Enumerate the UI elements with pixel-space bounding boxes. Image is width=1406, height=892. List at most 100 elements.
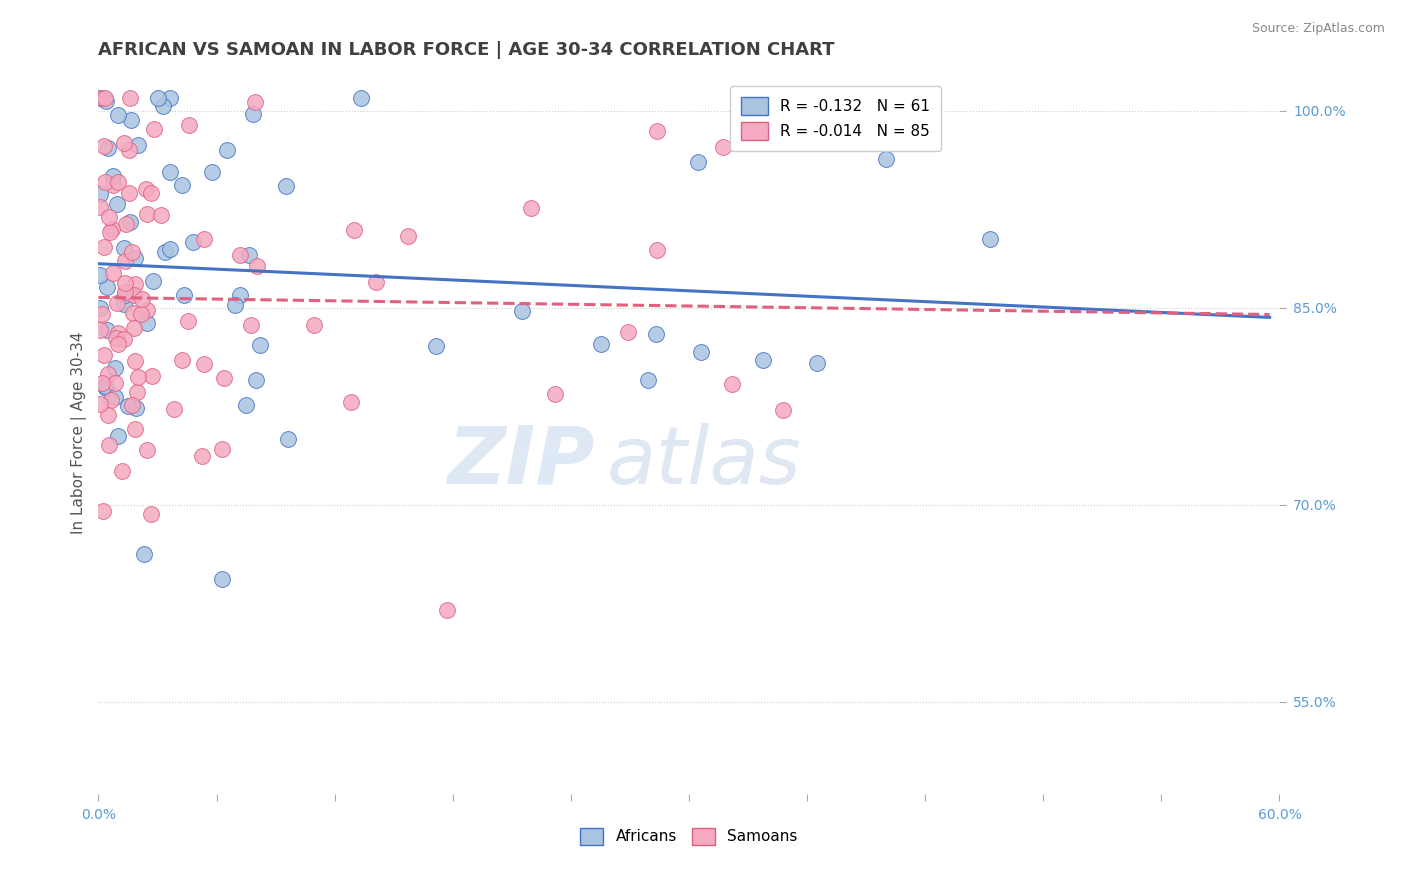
Point <box>124 277 146 292</box>
Point <box>135 181 157 195</box>
Point <box>136 302 159 317</box>
Point <box>127 370 149 384</box>
Point <box>616 325 638 339</box>
Point <box>112 136 135 150</box>
Point <box>104 390 127 404</box>
Point <box>142 121 165 136</box>
Point <box>170 178 193 192</box>
Point <box>107 108 129 122</box>
Point <box>101 222 124 236</box>
Point <box>124 353 146 368</box>
Point <box>215 143 238 157</box>
Point <box>170 352 193 367</box>
Point <box>103 169 125 184</box>
Point <box>114 254 136 268</box>
Point <box>91 90 114 104</box>
Point <box>772 403 794 417</box>
Point <box>93 240 115 254</box>
Point <box>277 432 299 446</box>
Point <box>647 244 669 258</box>
Point <box>875 152 897 166</box>
Point <box>114 285 136 299</box>
Point <box>91 376 114 390</box>
Point <box>89 200 111 214</box>
Y-axis label: In Labor Force | Age 30-34: In Labor Force | Age 30-34 <box>72 331 87 534</box>
Point <box>245 95 267 109</box>
Point <box>159 165 181 179</box>
Point <box>131 292 153 306</box>
Point <box>89 397 111 411</box>
Point <box>136 443 159 458</box>
Point <box>229 288 252 302</box>
Point <box>141 368 163 383</box>
Point <box>114 276 136 290</box>
Point <box>97 408 120 422</box>
Point <box>141 508 163 522</box>
Point <box>115 218 138 232</box>
Point <box>146 90 169 104</box>
Point <box>125 384 148 399</box>
Point <box>122 287 145 301</box>
Point <box>121 244 143 259</box>
Point <box>711 140 734 154</box>
Point <box>96 323 118 337</box>
Point <box>135 207 157 221</box>
Point <box>93 139 115 153</box>
Point <box>124 252 146 266</box>
Point <box>720 376 742 391</box>
Point <box>181 235 204 250</box>
Point <box>117 400 139 414</box>
Point <box>93 349 115 363</box>
Point <box>98 226 121 240</box>
Point <box>141 186 163 200</box>
Point <box>97 141 120 155</box>
Point <box>134 547 156 561</box>
Point <box>89 268 111 282</box>
Point <box>349 90 371 104</box>
Point <box>104 330 127 344</box>
Point <box>122 321 145 335</box>
Point <box>510 304 533 318</box>
Point <box>94 90 117 104</box>
Point <box>276 179 298 194</box>
Point <box>121 398 143 412</box>
Point <box>125 401 148 415</box>
Point <box>121 306 143 320</box>
Point <box>193 232 215 246</box>
Point <box>149 208 172 222</box>
Point <box>752 353 775 368</box>
Point <box>107 326 129 341</box>
Point <box>688 155 710 169</box>
Point <box>689 345 711 359</box>
Point <box>89 323 111 337</box>
Text: ZIP: ZIP <box>447 423 595 500</box>
Point <box>645 326 668 341</box>
Point <box>94 381 117 395</box>
Point <box>163 402 186 417</box>
Point <box>107 337 129 351</box>
Point <box>104 360 127 375</box>
Point <box>135 316 157 330</box>
Point <box>214 371 236 385</box>
Point <box>114 288 136 302</box>
Point <box>93 378 115 392</box>
Point <box>105 197 128 211</box>
Point <box>249 338 271 352</box>
Point <box>107 429 129 443</box>
Point <box>544 387 567 401</box>
Point <box>806 356 828 370</box>
Point <box>112 332 135 346</box>
Point <box>159 242 181 256</box>
Point <box>520 201 543 215</box>
Point <box>238 248 260 262</box>
Point <box>97 210 120 224</box>
Point <box>131 307 153 321</box>
Point <box>436 603 458 617</box>
Point <box>89 301 111 315</box>
Point <box>103 266 125 280</box>
Point <box>245 373 267 387</box>
Text: atlas: atlas <box>606 423 801 500</box>
Text: AFRICAN VS SAMOAN IN LABOR FORCE | AGE 30-34 CORRELATION CHART: AFRICAN VS SAMOAN IN LABOR FORCE | AGE 3… <box>98 41 835 59</box>
Point <box>425 339 447 353</box>
Point <box>142 274 165 288</box>
